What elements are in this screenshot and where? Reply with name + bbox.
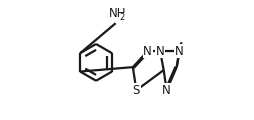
Text: N: N [162,84,170,97]
Text: N: N [143,45,151,58]
Text: N: N [174,45,183,58]
Text: S: S [132,84,139,97]
Text: NH: NH [108,7,126,20]
Text: 2: 2 [119,13,124,22]
Text: N: N [155,45,164,58]
